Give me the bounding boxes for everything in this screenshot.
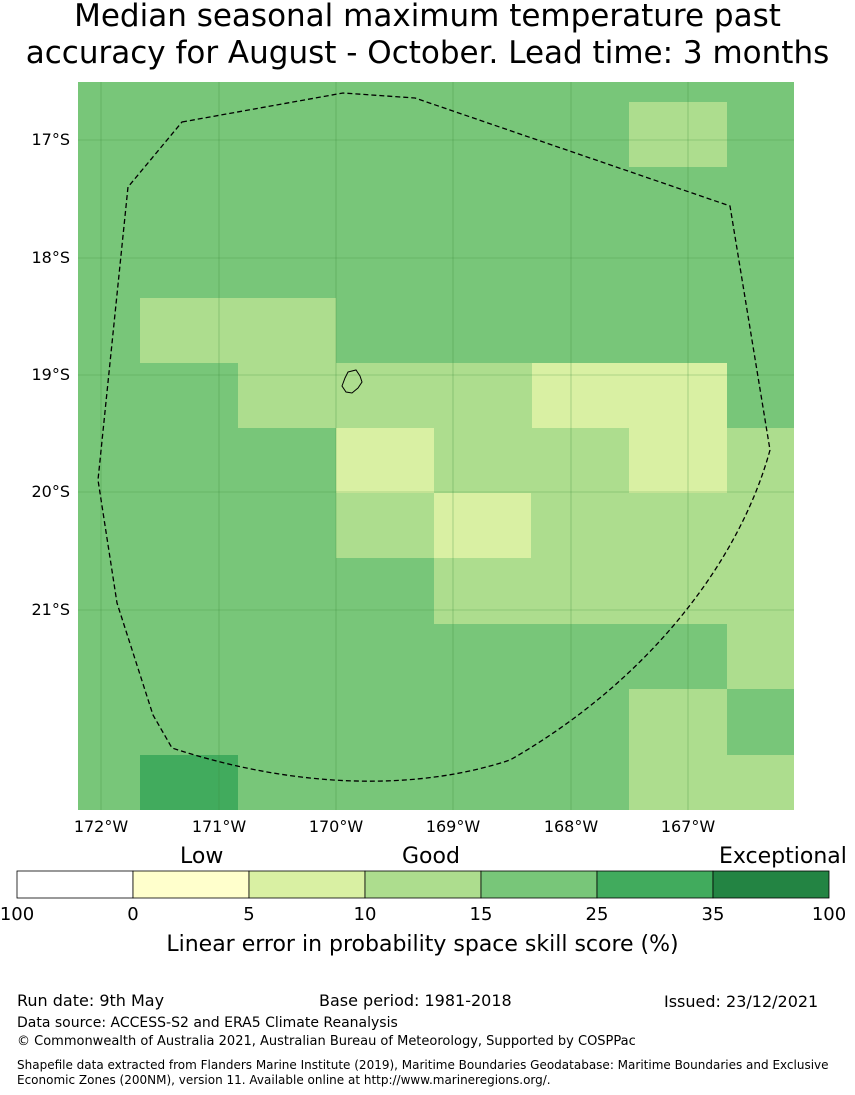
cell [727,755,794,810]
colorbar-segment [16,870,134,899]
colorbar-tick: 100 [0,904,34,925]
lon-labels: 172°W 171°W 170°W 169°W 168°W 167°W [74,817,716,836]
colorbar-tick: 100 [812,904,846,925]
colorbar-segment [596,870,714,899]
legend-category-exceptional: Exceptional [719,844,847,869]
cell [140,755,238,810]
cell [140,298,336,363]
colorbar-segment [248,870,366,899]
lat-label: 18°S [31,248,70,267]
base-period: Base period: 1981-2018 [319,991,512,1010]
colorbar-tick: 0 [127,904,138,925]
cell [434,428,629,493]
cell [238,363,336,428]
skill-cells [140,102,794,810]
lat-label: 17°S [31,130,70,149]
copyright: © Commonwealth of Australia 2021, Austra… [17,1034,636,1049]
run-date: Run date: 9th May [17,991,165,1010]
colorbar-label: Linear error in probability space skill … [166,932,679,957]
lon-label: 168°W [544,817,599,836]
colorbar-segment [480,870,598,899]
colorbar-tick: 35 [702,904,725,925]
lon-label: 172°W [74,817,129,836]
island-outline [341,369,363,394]
colorbar-tick: 15 [470,904,493,925]
cell [336,363,532,428]
colorbar-ticks: 100 0 5 10 15 25 35 100 [0,904,846,925]
cell [629,428,727,493]
colorbar-segment [712,870,830,899]
cell [629,102,727,167]
cell [434,558,794,624]
colorbar-tick: 10 [354,904,377,925]
colorbar-segment [364,870,482,899]
issued-date: Issued: 23/12/2021 [664,992,819,1011]
legend-category-good: Good [402,844,460,869]
lat-labels: 17°S 18°S 19°S 20°S 21°S [31,130,70,619]
colorbar-tick: 25 [586,904,609,925]
shapefile-credit: Shapefile data extracted from Flanders M… [17,1058,829,1087]
lon-label: 169°W [426,817,481,836]
cell [336,493,434,558]
lat-label: 20°S [31,482,70,501]
data-source: Data source: ACCESS-S2 and ERA5 Climate … [17,1015,398,1031]
lon-label: 167°W [661,817,716,836]
map-title-line-2: accuracy for August - October. Lead time… [25,35,830,71]
lon-label: 170°W [309,817,364,836]
lat-label: 19°S [31,365,70,384]
colorbar-tick: 5 [243,904,254,925]
lat-label: 21°S [31,600,70,619]
map-gridlines [78,82,794,810]
cell [434,493,531,558]
map-title-line-1: Median seasonal maximum temperature past [74,0,781,34]
lon-label: 171°W [192,817,247,836]
cell [531,493,794,558]
colorbar [16,870,830,899]
colorbar-segment [132,870,250,899]
cell [629,689,727,810]
cell [727,428,794,493]
cell [532,363,727,428]
eez-boundary [97,92,771,782]
cell [727,624,794,689]
cell [336,428,434,493]
legend-category-low: Low [180,844,224,869]
